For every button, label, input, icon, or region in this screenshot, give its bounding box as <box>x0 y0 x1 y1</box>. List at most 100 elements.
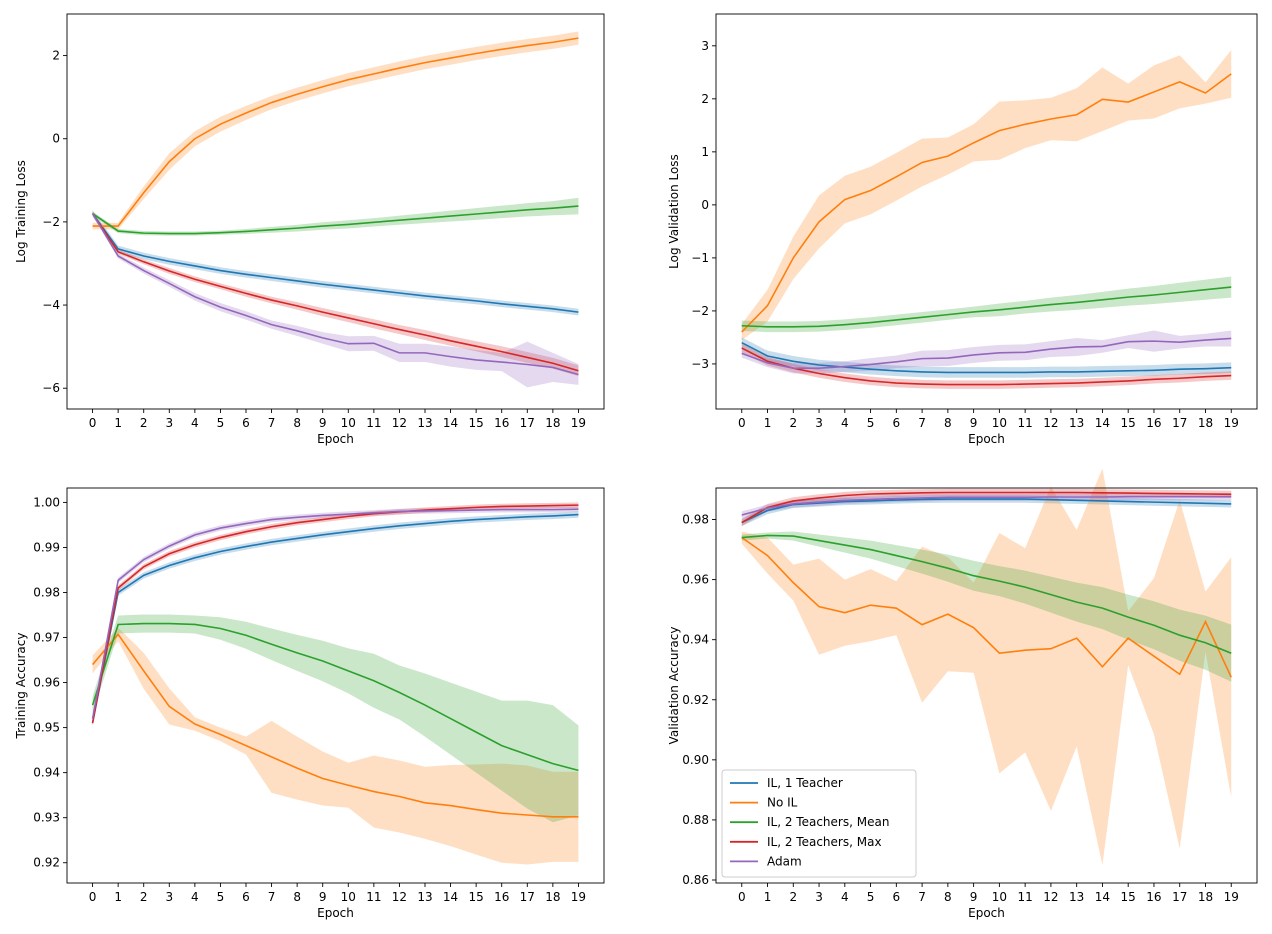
x-tick-label: 17 <box>520 890 535 904</box>
x-tick-label: 14 <box>1095 890 1110 904</box>
x-tick-label: 13 <box>417 416 432 430</box>
x-tick-label: 5 <box>867 890 875 904</box>
x-tick-label: 2 <box>140 890 148 904</box>
x-tick-label: 13 <box>1069 890 1084 904</box>
y-tick-label: −6 <box>42 381 60 395</box>
x-tick-label: 11 <box>366 416 381 430</box>
y-tick-label: 0.98 <box>33 585 60 599</box>
y-tick-label: 0 <box>701 198 709 212</box>
legend: IL, 1 Teacher No IL IL, 2 Teachers, Mean IL… <box>721 769 917 878</box>
band-il-2-teachers-mean <box>92 614 579 823</box>
x-tick-label: 17 <box>520 416 535 430</box>
y-tick-label: 0.99 <box>33 540 60 554</box>
x-tick-label: 16 <box>494 416 509 430</box>
x-tick-label: 18 <box>1198 890 1213 904</box>
axes-frame <box>66 487 605 884</box>
band-adam <box>741 330 1232 374</box>
y-tick-label: 0.93 <box>33 811 60 825</box>
x-tick-label: 19 <box>571 416 586 430</box>
x-tick-label: 6 <box>242 890 250 904</box>
x-tick-label: 15 <box>469 416 484 430</box>
x-tick-label: 15 <box>1121 890 1136 904</box>
series-line-il-2-teachers-max <box>741 347 1232 386</box>
band-il-2-teachers-max <box>741 488 1232 527</box>
y-tick-label: −2 <box>42 215 60 229</box>
y-tick-label: 1 <box>701 145 709 159</box>
x-tick-label: 12 <box>1043 890 1058 904</box>
series-line-adam <box>91 508 579 719</box>
series-line-il-2-teachers-max <box>741 491 1232 524</box>
legend-label: IL, 1 Teacher <box>767 776 843 790</box>
series-line-il-2-teachers-mean <box>92 205 579 235</box>
chart-panel-4: 0 1 2 3 4 5 6 7 8 9 10 11 12 13 14 15 16 17 18 190.980.960.… <box>667 468 1258 920</box>
x-tick-label: 18 <box>545 416 560 430</box>
band-il-2-teachers-mean <box>92 197 579 236</box>
axes-frame <box>66 13 605 410</box>
x-tick-label: 9 <box>970 416 978 430</box>
legend-label: Adam <box>767 854 802 868</box>
x-tick-label: 12 <box>1043 416 1058 430</box>
x-tick-label: 19 <box>1224 890 1239 904</box>
x-tick-label: 1 <box>114 890 122 904</box>
series-line-no-il <box>91 633 579 818</box>
band-il-2-teachers-mean <box>741 531 1232 682</box>
x-tick-label: 14 <box>1095 416 1110 430</box>
axes-frame <box>715 487 1258 884</box>
chart-panel-3: 0 1 2 3 4 5 6 7 8 9 10 11 12 13 14 15 16 17 18 191.000.990.… <box>14 487 605 920</box>
x-tick-label: 5 <box>867 416 875 430</box>
x-tick-label: 2 <box>140 416 148 430</box>
y-tick-label: 3 <box>701 39 709 53</box>
x-tick-label: 8 <box>944 890 952 904</box>
x-tick-label: 11 <box>1018 416 1033 430</box>
band-il-2-teachers-max <box>741 343 1232 389</box>
y-axis-label: Training Accuracy <box>14 633 28 740</box>
chart-panel-1: 0 1 2 3 4 5 6 7 8 9 10 11 12 13 14 15 16 17 18 1920−2−4−6Ep… <box>14 13 605 446</box>
y-tick-label: 2 <box>52 49 60 63</box>
x-tick-label: 8 <box>944 416 952 430</box>
series-line-il-1-teacher <box>741 498 1232 524</box>
x-tick-label: 0 <box>89 890 97 904</box>
x-tick-label: 10 <box>992 890 1007 904</box>
x-axis-label: Epoch <box>317 906 354 920</box>
x-tick-label: 12 <box>392 890 407 904</box>
x-tick-label: 0 <box>89 416 97 430</box>
x-tick-label: 7 <box>918 416 926 430</box>
series-line-no-il <box>741 73 1232 333</box>
x-tick-label: 1 <box>114 416 122 430</box>
x-tick-label: 12 <box>392 416 407 430</box>
x-tick-label: 13 <box>417 890 432 904</box>
x-tick-label: 16 <box>1146 416 1161 430</box>
x-tick-label: 3 <box>815 416 823 430</box>
series-line-no-il <box>741 536 1232 678</box>
y-tick-label: 1.00 <box>33 495 60 509</box>
x-tick-label: 4 <box>841 416 849 430</box>
x-tick-label: 9 <box>319 416 327 430</box>
series-line-il-1-teacher <box>741 342 1232 374</box>
y-tick-label: −3 <box>691 357 709 371</box>
x-tick-label: 9 <box>319 890 327 904</box>
x-tick-label: 6 <box>893 890 901 904</box>
x-tick-label: 4 <box>841 890 849 904</box>
x-axis-label: Epoch <box>968 906 1005 920</box>
x-tick-label: 3 <box>165 890 173 904</box>
y-tick-label: 0 <box>52 132 60 146</box>
series-line-il-1-teacher <box>91 213 579 313</box>
x-tick-label: 7 <box>918 890 926 904</box>
x-tick-label: 18 <box>1198 416 1213 430</box>
y-tick-label: 0.90 <box>682 753 709 767</box>
x-tick-label: 15 <box>1121 416 1136 430</box>
band-no-il <box>741 50 1232 341</box>
x-tick-label: 4 <box>191 890 199 904</box>
x-tick-label: 1 <box>764 890 772 904</box>
series-line-adam <box>741 337 1232 369</box>
x-tick-label: 11 <box>1018 890 1033 904</box>
y-tick-label: 0.92 <box>33 856 60 870</box>
y-tick-label: 0.92 <box>682 693 709 707</box>
x-tick-label: 2 <box>789 890 797 904</box>
x-tick-label: 18 <box>545 890 560 904</box>
series-line-no-il <box>92 37 579 227</box>
x-tick-label: 3 <box>165 416 173 430</box>
y-tick-label: 0.96 <box>33 676 60 690</box>
x-tick-label: 10 <box>341 416 356 430</box>
